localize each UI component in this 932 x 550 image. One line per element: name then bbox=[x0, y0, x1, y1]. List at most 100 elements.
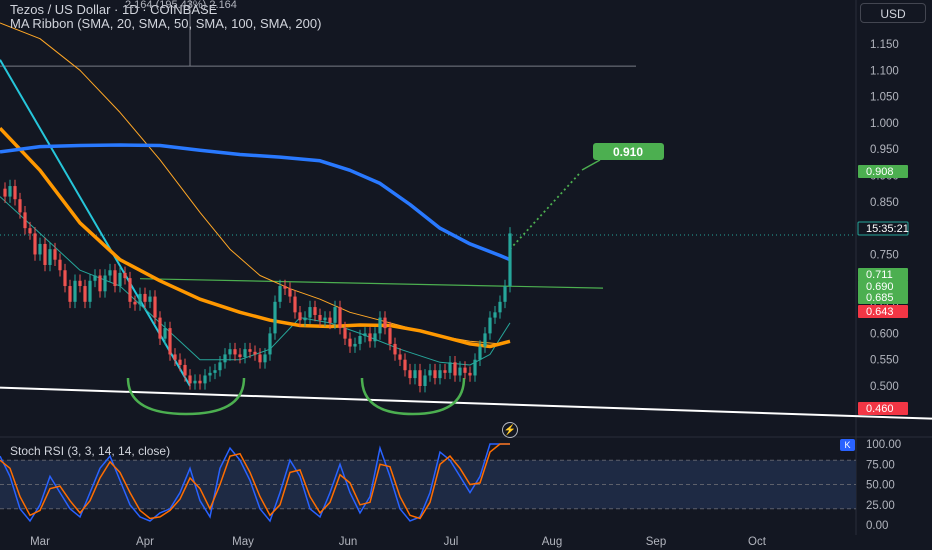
shoulder-arc bbox=[126, 377, 246, 416]
price-tick-label: 0.550 bbox=[870, 355, 899, 367]
candle-body bbox=[493, 312, 497, 318]
candle-body bbox=[503, 286, 507, 302]
stoch-bands bbox=[0, 459, 856, 510]
target-pointer bbox=[581, 159, 601, 171]
candle-body bbox=[243, 349, 247, 358]
price-tag-label: 0.711 bbox=[866, 269, 893, 281]
candle-body bbox=[443, 370, 447, 373]
candle-body bbox=[383, 317, 387, 329]
stoch-rsi-lines bbox=[0, 443, 510, 523]
candle-body bbox=[43, 243, 47, 265]
candle-body bbox=[428, 370, 432, 376]
candle-body bbox=[403, 359, 407, 371]
price-tick-label: 0.750 bbox=[870, 249, 899, 261]
candle-body bbox=[263, 354, 267, 363]
ma-200-line bbox=[0, 143, 511, 262]
candle-body bbox=[183, 364, 187, 376]
k-button[interactable]: K bbox=[840, 439, 855, 451]
price-tag-label: 0.690 bbox=[866, 281, 894, 293]
price-tick-label: 1.100 bbox=[870, 65, 899, 77]
candle-body bbox=[498, 301, 502, 313]
time-tick-label: Sep bbox=[646, 536, 666, 548]
candle-body bbox=[393, 343, 397, 355]
candle-body bbox=[133, 301, 137, 305]
price-tag-label: 0.685 bbox=[866, 292, 894, 304]
candle-body bbox=[463, 367, 467, 373]
candle-body bbox=[8, 186, 12, 197]
candle-body bbox=[23, 212, 27, 229]
candle-body bbox=[143, 293, 147, 302]
candle-body bbox=[283, 286, 287, 289]
candle-body bbox=[223, 354, 227, 363]
candle-body bbox=[113, 270, 117, 287]
symbol-title[interactable]: Tezos / US Dollar · 1D · COINBASE 2.164 … bbox=[10, 0, 237, 17]
candle-body bbox=[358, 336, 362, 344]
price-tag-bg bbox=[858, 305, 908, 318]
currency-button[interactable]: USD bbox=[860, 3, 926, 23]
candle-body bbox=[148, 296, 152, 302]
candle-body bbox=[213, 370, 217, 373]
candle-body bbox=[293, 296, 297, 313]
candle-body bbox=[288, 288, 292, 297]
candle-body bbox=[468, 372, 472, 376]
time-tick-label: Aug bbox=[542, 536, 562, 548]
bolt-icon[interactable]: ⚡ bbox=[502, 422, 518, 438]
symbol-line: Tezos / US Dollar · 1D · COINBASE bbox=[10, 2, 218, 17]
candle-body bbox=[398, 354, 402, 360]
price-tag-label: 15:35:21 bbox=[866, 223, 909, 235]
price-tick-label: 1.050 bbox=[870, 92, 899, 104]
candle-body bbox=[318, 314, 322, 321]
target-label-bg bbox=[593, 143, 664, 160]
candle-body bbox=[128, 278, 132, 302]
candle-body bbox=[508, 233, 512, 287]
price-tag-bg bbox=[858, 280, 908, 293]
downtrend-line bbox=[0, 59, 191, 387]
candle-body bbox=[98, 275, 102, 292]
candle-body bbox=[238, 354, 242, 358]
candle-body bbox=[83, 286, 87, 302]
candle-body bbox=[188, 375, 192, 384]
candle-body bbox=[388, 328, 392, 344]
candle-body bbox=[233, 349, 237, 355]
stoch-tick-label: 75.00 bbox=[866, 459, 895, 471]
candle-body bbox=[308, 307, 312, 318]
candle-body bbox=[278, 286, 282, 302]
candle-body bbox=[353, 343, 357, 347]
candle-body bbox=[373, 333, 377, 342]
price-tag-label: 0.643 bbox=[866, 306, 894, 318]
stoch-rsi-legend[interactable]: Stoch RSI (3, 3, 14, 14, close) bbox=[10, 444, 171, 458]
ma-ribbon-legend[interactable]: MA Ribbon (SMA, 20, SMA, 50, SMA, 100, S… bbox=[10, 16, 322, 31]
time-axis: Mar Apr May Jun Jul Aug Sep Oct bbox=[30, 536, 767, 548]
time-tick-label: Oct bbox=[748, 536, 767, 548]
candle-body bbox=[408, 370, 412, 379]
candle-body bbox=[368, 333, 372, 342]
candle-body bbox=[48, 249, 52, 265]
candle-body bbox=[488, 317, 492, 334]
stoch-tick-label: 25.00 bbox=[866, 500, 895, 512]
candle-body bbox=[453, 362, 457, 376]
candle-body bbox=[328, 317, 332, 323]
stoch-k-line bbox=[0, 443, 510, 523]
stoch-tick-label: 100.00 bbox=[866, 439, 901, 451]
price-tick-label: 1.000 bbox=[870, 118, 899, 130]
ma-100-line bbox=[0, 126, 511, 349]
candle-body bbox=[483, 333, 487, 347]
stoch-tick-label: 50.00 bbox=[866, 480, 895, 492]
candle-body bbox=[438, 370, 442, 379]
candle-body bbox=[313, 307, 317, 315]
candle-body bbox=[108, 270, 112, 276]
candle-body bbox=[418, 370, 422, 386]
grid bbox=[0, 0, 932, 535]
candle-body bbox=[348, 338, 352, 347]
candle-body bbox=[138, 293, 142, 305]
candle-body bbox=[3, 188, 7, 197]
projection-line bbox=[509, 172, 581, 250]
candle-body bbox=[28, 228, 32, 234]
stoch-d-line bbox=[0, 443, 510, 520]
price-tag-bg bbox=[857, 221, 909, 236]
candles bbox=[3, 179, 512, 393]
candle-body bbox=[448, 362, 452, 373]
candle-body bbox=[88, 280, 92, 302]
price-tick-label: 0.600 bbox=[870, 328, 899, 340]
